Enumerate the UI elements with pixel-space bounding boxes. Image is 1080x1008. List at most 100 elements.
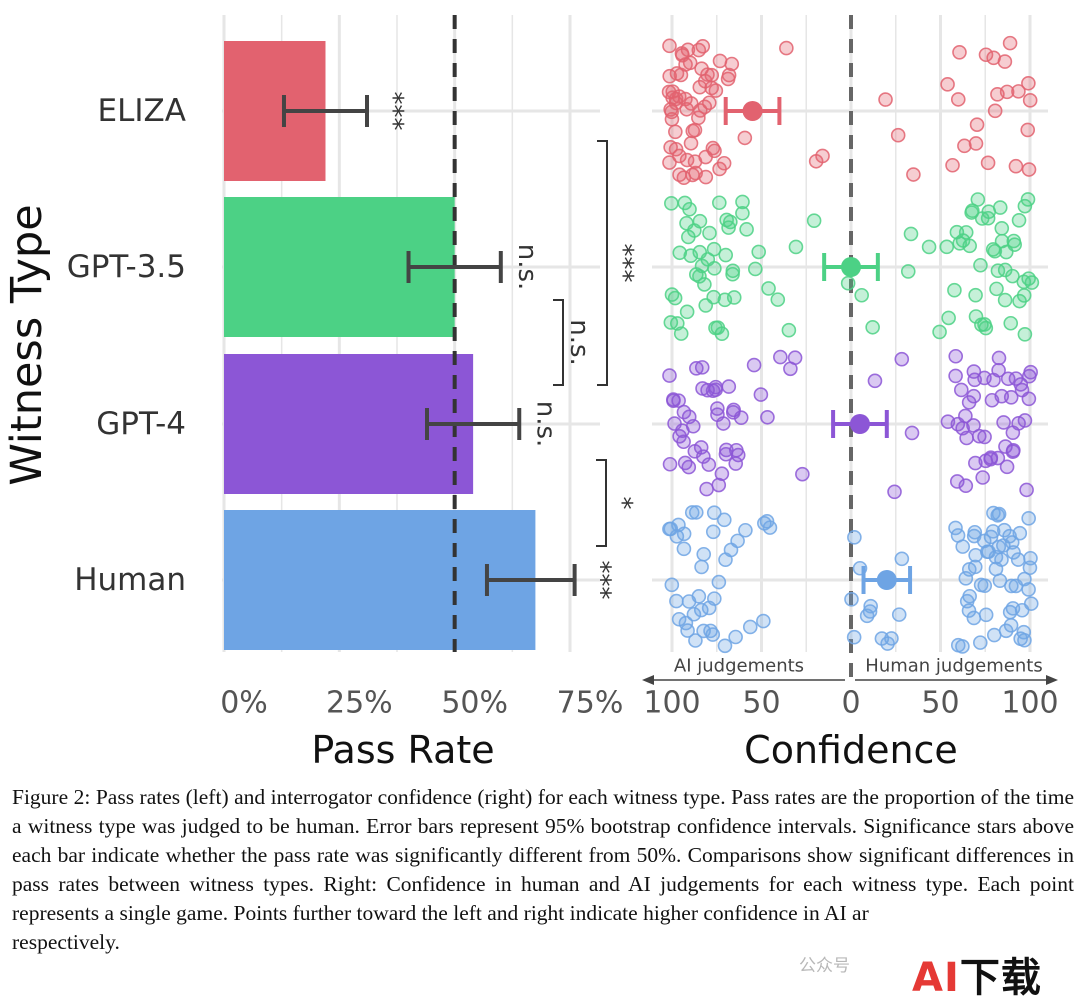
confidence-point [735, 205, 750, 221]
confidence-point [668, 124, 683, 140]
confidence-point [687, 154, 703, 169]
confidence-point [887, 484, 902, 500]
confidence-point [921, 239, 937, 255]
x-tick-label: 50 [742, 686, 780, 721]
comparison-label: * [607, 497, 637, 510]
confidence-point [664, 577, 680, 593]
confidence-point [978, 607, 994, 623]
confidence-point [1004, 578, 1019, 594]
confidence-point [787, 350, 803, 366]
confidence-point [696, 449, 711, 464]
confidence-point [966, 364, 982, 379]
confidence-point [1000, 371, 1016, 387]
confidence-point [724, 56, 740, 72]
x-tick-label: 50% [441, 686, 508, 721]
confidence-point [997, 262, 1013, 278]
x-tick-label: 75% [557, 686, 624, 721]
confidence-point [1021, 368, 1037, 384]
caption-text: Figure 2: Pass rates (left) and interrog… [12, 785, 1074, 925]
confidence-point [718, 446, 734, 462]
confidence-point [1020, 122, 1036, 138]
confidence-point [697, 277, 712, 292]
comparison-label: n.s. [564, 319, 594, 366]
confidence-point [985, 242, 1001, 257]
confidence-point [669, 593, 684, 609]
confidence-point [719, 442, 734, 458]
category-label: ELIZA [98, 93, 186, 129]
confidence-point [703, 623, 718, 639]
confidence-point [781, 322, 797, 338]
comparison-label: *** [608, 244, 638, 283]
confidence-point [710, 320, 726, 335]
confidence-point [968, 547, 983, 563]
confidence-point [683, 135, 699, 151]
confidence-point [974, 211, 990, 226]
confidence-point [968, 309, 984, 324]
confidence-point [952, 44, 967, 60]
confidence-point [1004, 535, 1020, 550]
confidence-point [890, 127, 906, 143]
confidence-point [742, 619, 758, 635]
confidence-point [970, 192, 986, 207]
confidence-point [696, 546, 712, 562]
confidence-point [726, 290, 742, 305]
confidence-point [966, 418, 981, 433]
confidence-point [663, 102, 678, 117]
confidence-point [672, 245, 688, 261]
confidence-point [1019, 482, 1034, 498]
x-tick-label: 25% [326, 686, 393, 721]
confidence-point [702, 225, 717, 241]
confidence-point [968, 455, 983, 471]
confidence-point [1016, 624, 1032, 640]
confidence-point [711, 574, 727, 590]
figure-chart: *** n.s. n.s. *** *** n.s. * ELIZA GPT-3.5 GPT-4 H… [2, 15, 1059, 772]
confidence-point [847, 530, 862, 545]
confidence-point [950, 92, 966, 107]
confidence-point [815, 148, 830, 164]
confidence-point [867, 373, 883, 389]
confidence-point [994, 233, 1010, 249]
confidence-point [728, 629, 743, 645]
confidence-point [1008, 371, 1024, 386]
confidence-point [705, 524, 721, 540]
confidence-point [975, 470, 990, 485]
confidence-point [998, 439, 1013, 454]
confidence-point [751, 244, 767, 260]
confidence-point [948, 368, 963, 384]
confidence-point [761, 281, 776, 296]
confidence-point [706, 505, 722, 521]
confidence-point [687, 223, 702, 238]
confidence-point [1022, 93, 1038, 108]
confidence-point [682, 55, 698, 71]
confidence-point [687, 444, 703, 459]
confidence-point [712, 195, 727, 211]
confidence-point [903, 226, 919, 242]
x-tick-label: 100 [643, 686, 700, 721]
confidence-mean [876, 570, 897, 590]
confidence-point [978, 47, 994, 63]
confidence-point [968, 136, 984, 151]
confidence-point [716, 416, 731, 431]
confidence-point [677, 195, 693, 211]
confidence-point [684, 505, 700, 520]
confidence-point [788, 239, 804, 255]
confidence-point [941, 310, 956, 326]
confidence-point [940, 414, 956, 429]
confidence-point [695, 381, 710, 396]
confidence-point [738, 522, 753, 538]
confidence-point [735, 194, 750, 210]
x-tick-label: 50 [921, 686, 959, 721]
confidence-point [718, 247, 734, 263]
confidence-point [948, 348, 964, 364]
confidence-point [862, 604, 878, 619]
confidence-point [977, 370, 992, 386]
confidence-point [762, 520, 778, 535]
confidence-point [806, 213, 822, 228]
confidence-point [1024, 275, 1040, 290]
confidence-point [773, 349, 788, 365]
confidence-point [991, 350, 1007, 366]
confidence-point [669, 529, 685, 544]
confidence-point [779, 40, 794, 56]
confidence-point [663, 315, 679, 330]
confidence-point [955, 420, 970, 436]
